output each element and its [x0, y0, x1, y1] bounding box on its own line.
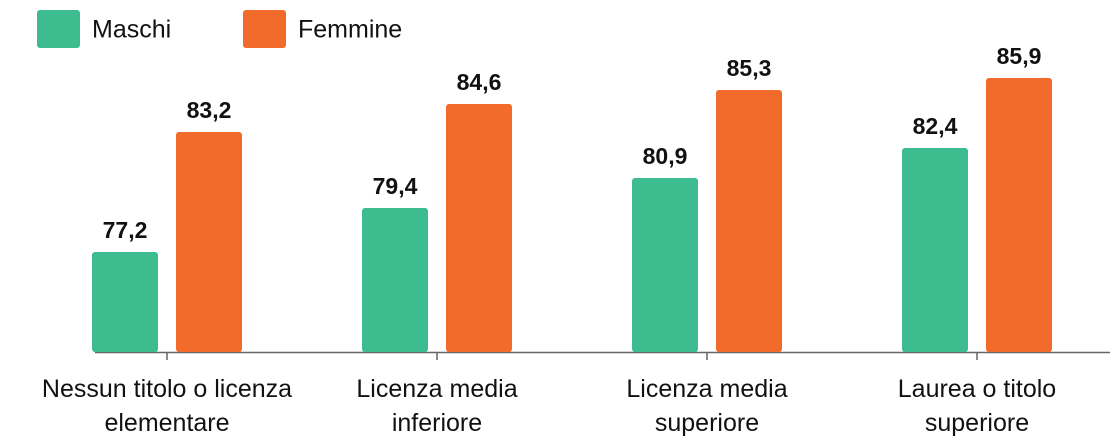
value-label: 80,9 — [643, 143, 688, 169]
value-label: 85,3 — [727, 55, 772, 81]
x-tick-label-line: Nessun titolo o licenza — [42, 375, 292, 403]
x-tick-label-line: Licenza media — [356, 375, 517, 403]
legend-label: Maschi — [92, 16, 171, 44]
x-tick-label-line: inferiore — [392, 409, 482, 437]
legend-label: Femmine — [298, 16, 402, 44]
bar — [716, 90, 782, 352]
bar — [92, 252, 158, 352]
x-tick-label: Licenza media superiore — [626, 375, 787, 437]
x-tick-label: Nessun titolo o licenza elementare — [42, 375, 292, 437]
bar — [362, 208, 428, 352]
value-label: 82,4 — [913, 113, 958, 139]
bar — [446, 104, 512, 352]
value-label: 84,6 — [457, 69, 502, 95]
bar — [902, 148, 968, 352]
x-tick-label: Laurea o titolo superiore — [898, 375, 1056, 437]
x-tick-label-line: superiore — [925, 409, 1029, 437]
x-tick-label-line: Laurea o titolo — [898, 375, 1056, 403]
x-tick-label-line: superiore — [655, 409, 759, 437]
value-label: 83,2 — [187, 97, 232, 123]
bar — [632, 178, 698, 352]
x-tick-label-line: elementare — [104, 409, 229, 437]
legend-swatch — [243, 10, 286, 48]
bar — [176, 132, 242, 352]
x-tick-label-line: Licenza media — [626, 375, 787, 403]
x-tick-label: Licenza media inferiore — [356, 375, 517, 437]
value-label: 85,9 — [997, 43, 1042, 69]
value-label: 77,2 — [103, 217, 148, 243]
value-label: 79,4 — [373, 173, 418, 199]
bar — [986, 78, 1052, 352]
legend-swatch — [37, 10, 80, 48]
